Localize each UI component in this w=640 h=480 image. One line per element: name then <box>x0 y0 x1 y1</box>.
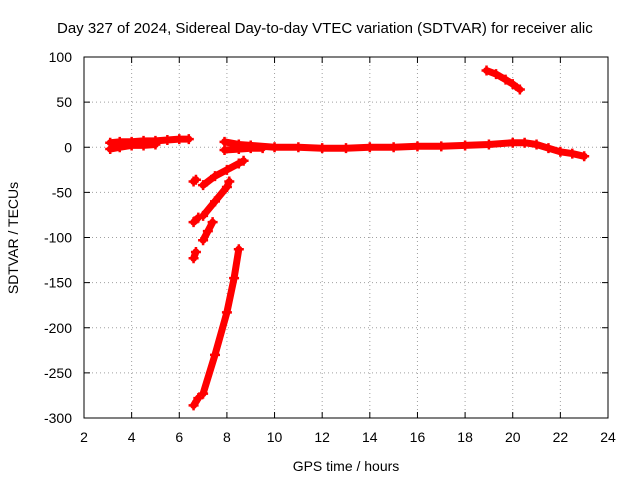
data-point <box>555 146 566 157</box>
data-point <box>219 144 230 155</box>
data-point <box>507 137 518 148</box>
data-point <box>210 349 220 360</box>
data-point <box>190 174 201 185</box>
data-point <box>514 84 525 95</box>
series-pass-7 <box>188 246 201 264</box>
data-point <box>229 273 240 284</box>
data-point <box>105 144 116 155</box>
data-point <box>150 139 161 150</box>
x-tick-label: 18 <box>457 429 473 445</box>
series-pass-8 <box>198 217 218 246</box>
data-point <box>183 134 194 145</box>
data-point <box>221 164 232 175</box>
y-axis-label: SDTVAR / TECUs <box>5 182 21 294</box>
x-tick-label: 16 <box>410 429 426 445</box>
data-point <box>317 143 328 154</box>
series-pass-3 <box>188 174 201 187</box>
series-layer <box>105 65 590 411</box>
y-tick-label: -50 <box>52 184 72 200</box>
x-tick-label: 14 <box>362 429 378 445</box>
y-tick-label: 100 <box>49 49 73 65</box>
x-tick-label: 2 <box>80 429 88 445</box>
data-point <box>224 176 235 187</box>
series-pass-6 <box>198 176 235 221</box>
x-tick-label: 12 <box>314 429 330 445</box>
series-pass-4 <box>198 155 249 191</box>
data-point <box>579 151 590 162</box>
x-axis-label: GPS time / hours <box>293 458 400 474</box>
data-point <box>188 253 199 264</box>
data-point <box>388 142 399 153</box>
data-point <box>126 140 137 151</box>
x-tick-label: 20 <box>505 429 521 445</box>
series-pass-2b <box>219 143 268 155</box>
data-point <box>114 142 125 153</box>
series-pass-2 <box>219 136 590 162</box>
data-point <box>412 141 423 152</box>
x-tick-label: 22 <box>553 429 569 445</box>
data-point <box>174 134 185 145</box>
data-point <box>269 142 280 153</box>
y-tick-label: 50 <box>56 94 72 110</box>
data-point <box>190 246 201 257</box>
plot-frame <box>83 56 609 419</box>
grid-layer <box>84 57 608 418</box>
data-point <box>221 181 232 192</box>
data-point <box>500 74 511 85</box>
y-tick-label: -100 <box>44 230 72 246</box>
data-point <box>341 143 351 154</box>
series-band <box>221 144 267 154</box>
x-tick-label: 10 <box>267 429 283 445</box>
data-point <box>207 217 218 228</box>
series-pass-9 <box>188 393 204 411</box>
x-tick-label: 4 <box>128 429 136 445</box>
series-band <box>199 245 243 398</box>
chart-title: Day 327 of 2024, Sidereal Day-to-day VTE… <box>57 20 593 37</box>
data-point <box>162 135 173 146</box>
data-point <box>198 388 209 399</box>
data-point <box>188 400 199 411</box>
data-point <box>460 140 471 151</box>
y-tick-label: -150 <box>44 275 72 291</box>
series-pass-10 <box>198 244 244 399</box>
data-point <box>507 79 518 90</box>
data-point <box>519 137 530 148</box>
data-point <box>198 235 209 246</box>
data-point <box>293 142 304 153</box>
y-tick-label: 0 <box>64 139 72 155</box>
data-point <box>210 171 220 182</box>
x-tick-label: 24 <box>600 429 616 445</box>
data-point <box>221 307 232 318</box>
data-point <box>233 144 244 155</box>
data-point <box>245 143 256 154</box>
data-point <box>198 210 209 221</box>
data-point <box>483 139 494 150</box>
data-point <box>364 142 375 153</box>
series-pass-11 <box>481 65 525 95</box>
data-point <box>491 69 502 80</box>
data-point <box>257 143 268 154</box>
data-point <box>138 140 149 151</box>
series-pass-5 <box>188 212 204 228</box>
data-point <box>198 180 209 191</box>
data-point <box>543 143 554 154</box>
data-point <box>436 141 447 152</box>
y-tick-label: -200 <box>44 320 72 336</box>
data-point <box>210 196 220 207</box>
y-tick-label: -250 <box>44 365 72 381</box>
data-point <box>531 139 542 150</box>
data-point <box>567 148 578 159</box>
data-point <box>233 244 244 255</box>
y-tick-label: -300 <box>44 410 72 426</box>
ticks-layer: 2 4 6 8 10 12 14 16 18 20 22 24100500-50-100-150-20… <box>44 49 616 445</box>
data-point <box>238 155 249 166</box>
data-point <box>202 226 213 237</box>
series-pass-1b <box>105 139 161 155</box>
x-tick-label: 8 <box>223 429 231 445</box>
x-tick-label: 6 <box>175 429 183 445</box>
data-point <box>481 65 492 76</box>
series-band <box>221 138 588 160</box>
